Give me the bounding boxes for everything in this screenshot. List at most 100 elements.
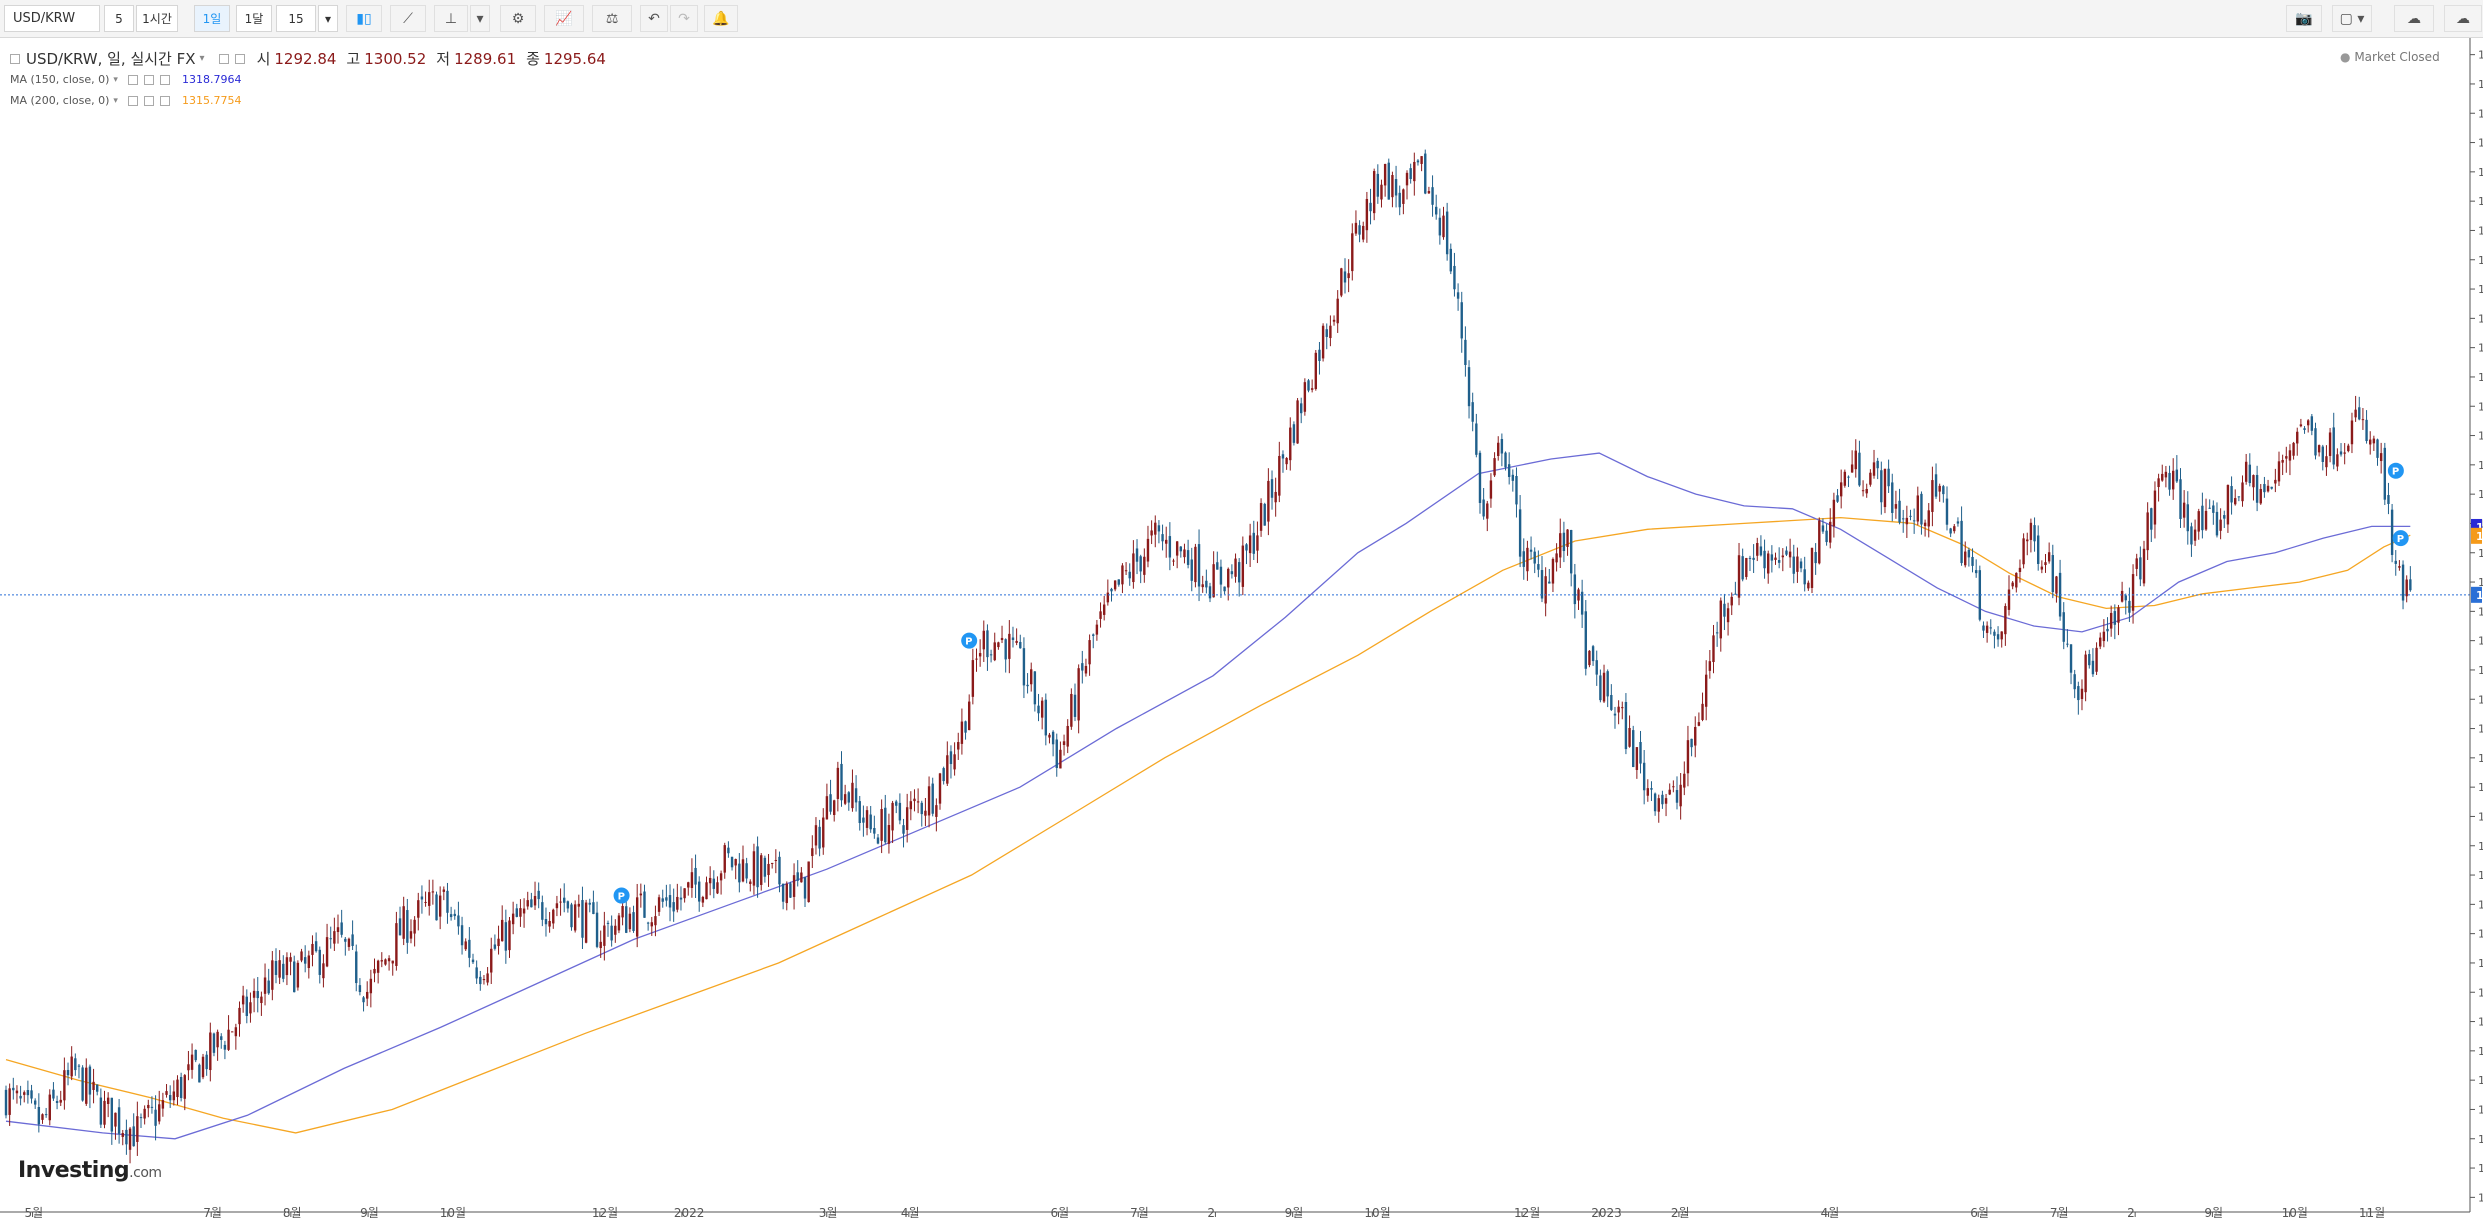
candle-body <box>1931 480 1934 512</box>
candle-body <box>971 660 975 697</box>
eye-icon[interactable] <box>127 95 138 106</box>
close-icon[interactable] <box>159 74 170 85</box>
interval-1h-button[interactable]: 1시간 <box>136 5 178 32</box>
candle-body <box>1617 706 1620 713</box>
chart-type-dropdown[interactable]: ▾ <box>470 5 490 32</box>
save-cloud-button[interactable]: ☁ <box>2444 5 2482 32</box>
layout-button[interactable]: ▢ ▾ <box>2332 5 2372 32</box>
chevron-down-icon[interactable]: ▾ <box>113 95 118 106</box>
candle-body <box>395 923 398 966</box>
candle-body <box>1993 631 1996 636</box>
compare-button[interactable]: ⚖ <box>592 5 632 32</box>
price-axis-label: 1120.00 <box>2478 1103 2483 1116</box>
interval-5m-button[interactable]: 5 <box>104 5 134 32</box>
candle-body <box>1668 789 1671 795</box>
candle-body <box>318 949 321 975</box>
undo-button[interactable]: ↶ <box>640 5 668 32</box>
alert-button[interactable]: 🔔 <box>704 5 738 32</box>
candle-body <box>1774 557 1777 560</box>
time-axis[interactable]: 5월 7월 8월 9월 10월 12월 2022 3월 4월 6월 7월 2 9월 10월 12월 2023 2… <box>0 1206 2470 1219</box>
price-axis[interactable]: 1090.00 1100.00 1110.00 1120.00 1130.00 1140.… <box>2469 38 2483 1212</box>
candle-body <box>1099 611 1102 619</box>
candle-body <box>1106 592 1110 603</box>
symbol-search-input[interactable]: USD/KRW <box>4 5 100 32</box>
candle-body <box>760 855 763 885</box>
time-axis-label: 7월 <box>2050 1206 2069 1219</box>
candle-body <box>1818 520 1821 564</box>
candle-body <box>409 931 413 939</box>
price-axis-label: 1480.00 <box>2478 49 2483 62</box>
gear-icon[interactable] <box>143 74 154 85</box>
bar-chart-type-button[interactable]: ⊥ <box>434 5 468 32</box>
interval-1d-button[interactable]: 1일 <box>194 5 230 32</box>
interval-dropdown-button[interactable]: ▾ <box>318 5 338 32</box>
candle-body <box>1486 503 1489 519</box>
price-axis-label: 1340.00 <box>2478 459 2483 472</box>
eye-icon[interactable] <box>127 74 138 85</box>
line-chart-type-button[interactable]: ⟋ <box>390 5 426 32</box>
event-marker[interactable] <box>2392 530 2409 547</box>
settings-button[interactable]: ⚙ <box>500 5 536 32</box>
eye-icon[interactable] <box>218 53 229 64</box>
event-marker[interactable] <box>613 887 630 904</box>
ma150-value: 1318.7964 <box>181 73 242 86</box>
time-axis-label: 11월 <box>2359 1206 2385 1219</box>
collapse-legend-icon[interactable] <box>10 53 20 64</box>
candle-body <box>1927 510 1930 527</box>
candle-body <box>1128 571 1131 579</box>
candle-body <box>1989 627 1992 629</box>
candle-body <box>1967 549 1971 558</box>
candle-body <box>420 896 424 900</box>
candle-body <box>2212 505 2215 513</box>
candle-body <box>2354 409 2357 418</box>
redo-button[interactable]: ↷ <box>670 5 698 32</box>
candle-body <box>2405 579 2408 597</box>
candles-chart-type-button[interactable]: ▮▯ <box>346 5 382 32</box>
snapshot-button[interactable]: 📷 <box>2286 5 2322 32</box>
event-markers[interactable]: P P P P <box>613 462 2409 904</box>
candle-body <box>1562 532 1566 552</box>
candle-body <box>668 895 672 908</box>
candle-body <box>1456 292 1460 299</box>
chevron-down-icon[interactable]: ▾ <box>113 74 118 85</box>
interval-1mo-button[interactable]: 1달 <box>236 5 272 32</box>
candle-body <box>727 847 730 854</box>
event-marker[interactable] <box>2387 462 2404 479</box>
gear-icon[interactable] <box>234 53 245 64</box>
candle-body <box>1150 530 1153 536</box>
candle-body <box>730 856 734 868</box>
candle-body <box>267 980 270 994</box>
candle-body <box>2182 502 2186 518</box>
candle-body <box>1102 604 1106 615</box>
candle-body <box>625 906 628 933</box>
open-label: 시 <box>256 50 271 68</box>
candle-body <box>2255 474 2259 503</box>
price-axis-label: 1310.00 <box>2478 547 2483 560</box>
close-icon[interactable] <box>159 95 170 106</box>
candle-body <box>1168 536 1172 558</box>
candle-body <box>752 851 756 886</box>
event-marker-label: P <box>965 637 972 648</box>
candle-body <box>1252 532 1255 554</box>
gear-icon[interactable] <box>143 95 154 106</box>
chevron-down-icon[interactable]: ▾ <box>199 53 205 64</box>
candle-body <box>2321 446 2324 462</box>
candle-body <box>687 882 690 888</box>
candle-body <box>1008 633 1011 659</box>
candle-body <box>1387 162 1390 200</box>
candle-body <box>1011 637 1015 640</box>
candle-body <box>836 767 840 799</box>
candle-body <box>1365 198 1369 231</box>
interval-15m-button[interactable]: 15 <box>276 5 316 32</box>
candle-body <box>1183 549 1186 558</box>
event-marker[interactable] <box>961 632 978 649</box>
price-axis-label: 1100.00 <box>2478 1162 2483 1175</box>
line-chart-icon: ⟋ <box>403 10 413 27</box>
load-cloud-button[interactable]: ☁ <box>2394 5 2434 32</box>
candle-body <box>661 898 664 902</box>
candle-body <box>48 1094 51 1121</box>
indicators-button[interactable]: 📈 <box>544 5 584 32</box>
candle-body <box>380 960 383 962</box>
price-axis-label: 1150.00 <box>2478 1016 2483 1029</box>
